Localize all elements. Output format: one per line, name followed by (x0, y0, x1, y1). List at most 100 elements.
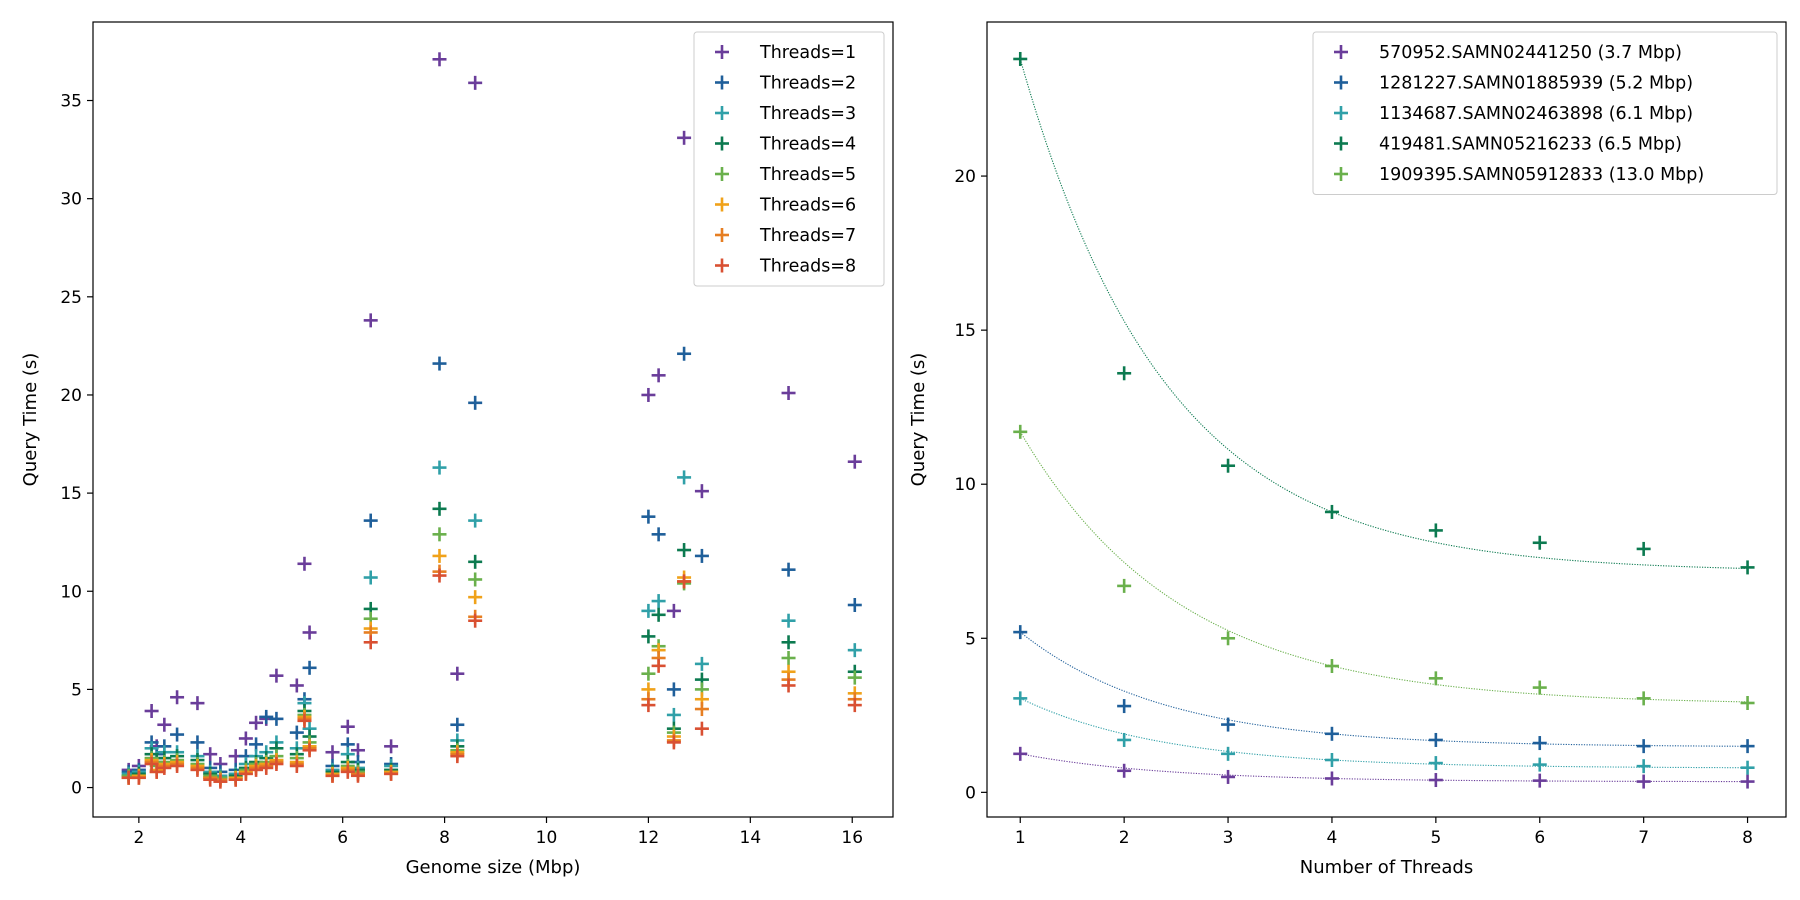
data-point (468, 395, 483, 410)
plot-frame (986, 21, 1787, 818)
data-point (468, 513, 483, 528)
data-point (1117, 763, 1132, 778)
data-point (363, 513, 378, 528)
data-point (1636, 759, 1651, 774)
data-point (781, 635, 796, 650)
x-axis-label: Genome size (Mbp) (406, 857, 581, 878)
data-point (1117, 578, 1132, 593)
data-point (651, 527, 666, 542)
data-point (131, 770, 146, 785)
data-point (781, 386, 796, 400)
data-point (297, 556, 312, 571)
data-point (213, 774, 228, 789)
data-point (677, 574, 692, 589)
legend-marker (1334, 136, 1348, 151)
data-point (384, 739, 399, 754)
data-point (259, 709, 274, 724)
data-point (1636, 774, 1651, 789)
data-point (1740, 695, 1755, 710)
y-tick-label: 15 (954, 321, 976, 341)
data-point (170, 727, 185, 742)
x-tick-label: 5 (1430, 828, 1441, 848)
data-point (1740, 760, 1755, 775)
x-axis-label: Number of Threads (1300, 857, 1473, 878)
x-tick-label: 8 (1742, 828, 1753, 848)
data-point (363, 570, 378, 585)
data-point (363, 635, 378, 650)
y-tick-label: 25 (60, 288, 82, 308)
data-point (677, 130, 692, 145)
y-axis-label: Query Time (s) (20, 353, 41, 487)
data-point (847, 598, 862, 612)
data-point (677, 470, 692, 485)
legend-marker (715, 197, 729, 212)
y-tick-label: 15 (60, 484, 82, 504)
plot-frame (92, 21, 894, 818)
data-point (468, 554, 483, 569)
data-point (1428, 773, 1443, 788)
data-point (781, 613, 796, 628)
data-point (1636, 739, 1651, 754)
data-point (1428, 732, 1443, 747)
data-point (432, 548, 447, 563)
data-point (1636, 541, 1651, 556)
x-tick-label: 4 (1327, 828, 1338, 848)
data-point (289, 725, 304, 740)
x-tick-label: 6 (1534, 828, 1545, 848)
data-point (325, 768, 340, 783)
data-point (238, 766, 253, 781)
data-point (847, 643, 862, 658)
legend-marker (715, 75, 729, 90)
y-tick-label: 5 (965, 629, 976, 649)
legend-marker (715, 106, 729, 120)
y-tick-label: 20 (954, 167, 976, 187)
legend-entry-label: Threads=5 (759, 165, 856, 185)
x-tick-label: 14 (740, 828, 762, 848)
data-point (340, 719, 355, 734)
data-point (666, 735, 681, 750)
data-point (249, 715, 264, 730)
legend-entry-label: Threads=8 (759, 257, 856, 277)
data-point (302, 743, 317, 758)
legend-marker (715, 258, 729, 273)
data-point (1221, 769, 1236, 784)
data-point (289, 678, 304, 693)
data-point (450, 717, 465, 732)
x-tick-label: 12 (638, 828, 660, 848)
data-point (677, 346, 692, 361)
data-point (847, 670, 862, 685)
data-point (1221, 631, 1236, 646)
data-point (249, 737, 264, 752)
data-point (1013, 424, 1028, 439)
data-point (781, 678, 796, 693)
data-point (1013, 625, 1028, 640)
data-point (1428, 756, 1443, 771)
data-point (651, 368, 666, 383)
data-point (170, 758, 185, 773)
x-tick-label: 6 (337, 828, 348, 848)
data-point (1117, 699, 1132, 714)
legend: Threads=1 Threads=2 Threads=3 Threads=4 Thre… (693, 31, 885, 287)
data-point (1636, 691, 1651, 706)
data-point (384, 766, 399, 781)
data-point (432, 52, 447, 67)
data-point (468, 572, 483, 587)
data-point (666, 707, 681, 722)
legend-entry-label: Threads=2 (759, 74, 856, 94)
y-tick-label: 5 (71, 680, 82, 700)
y-tick-label: 10 (954, 475, 976, 495)
data-point (1013, 746, 1028, 761)
fit-curve (1019, 431, 1748, 703)
legend: 570952.SAMN02441250 (3.7 Mbp) 1281227.SAM… (1312, 31, 1778, 195)
data-point (450, 666, 465, 681)
x-tick-label: 8 (439, 828, 450, 848)
data-point (641, 509, 656, 524)
data-point (149, 764, 164, 779)
legend-marker (715, 45, 729, 59)
legend-entry-label: Threads=3 (759, 104, 856, 124)
data-point (1221, 458, 1236, 473)
x-tick-label: 2 (1119, 828, 1130, 848)
y-tick-label: 20 (60, 386, 82, 406)
legend-marker (1334, 45, 1348, 59)
data-point (1221, 717, 1236, 732)
